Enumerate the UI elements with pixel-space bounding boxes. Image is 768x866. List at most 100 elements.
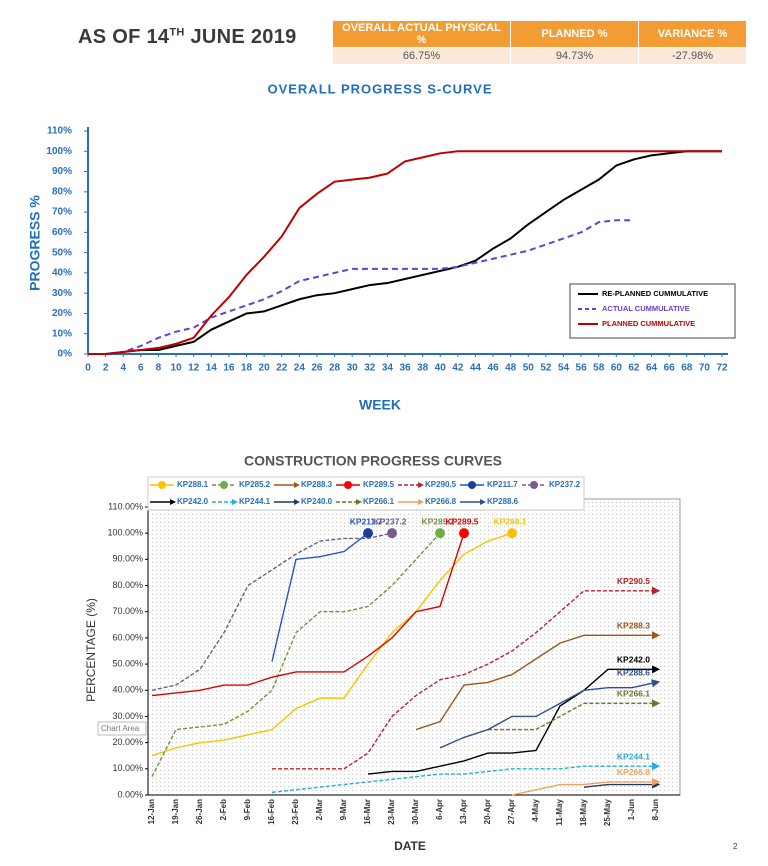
- series-line: [583, 780, 661, 789]
- x-tick-label: 36: [399, 363, 411, 374]
- legend-box: [147, 476, 585, 511]
- x-tick-label: 11-May: [555, 798, 564, 825]
- x-tick-label: 6-Apr: [435, 799, 444, 820]
- x-tick-label: 9-Feb: [243, 799, 252, 820]
- legend-marker: [468, 481, 476, 489]
- series-line: [271, 532, 369, 662]
- x-tick-label: 58: [593, 363, 605, 374]
- x-tick-label: 16: [223, 363, 235, 374]
- x-tick-label: 26-Jan: [195, 799, 204, 824]
- series-line: [511, 777, 661, 796]
- end-label: KP237.2: [373, 516, 406, 526]
- table-cell: 94.73%: [510, 47, 639, 65]
- y-tick-label: 50.00%: [112, 658, 143, 668]
- x-tick-label: 44: [470, 363, 482, 374]
- x-tick-label: 72: [716, 363, 728, 374]
- legend-label: KP285.2: [239, 480, 271, 489]
- y-tick-label: 40.00%: [112, 685, 143, 695]
- y-axis-label: PERCENTAGE (%): [84, 598, 98, 702]
- legend-marker: [294, 499, 300, 505]
- y-tick-label: 80%: [52, 186, 72, 197]
- x-tick-label: 26: [311, 363, 323, 374]
- x-tick-label: 2-Feb: [219, 799, 228, 820]
- legend-marker: [356, 499, 362, 505]
- legend-label: KP290.5: [425, 480, 457, 489]
- x-tick-label: 4: [120, 363, 126, 374]
- legend-label: KP289.5: [363, 480, 395, 489]
- series-line: [367, 665, 661, 775]
- y-tick-label: 40%: [52, 268, 72, 279]
- x-tick-label: 48: [505, 363, 517, 374]
- y-tick-label: 90.00%: [112, 554, 143, 564]
- x-tick-label: 10: [170, 363, 182, 374]
- x-tick-label: 18: [241, 363, 253, 374]
- legend-marker: [232, 499, 238, 505]
- table-cell: 66.75%: [332, 47, 511, 65]
- series-line: [439, 679, 661, 749]
- x-tick-label: 20: [259, 363, 271, 374]
- x-tick-label: 9-Mar: [339, 799, 348, 820]
- legend-marker: [418, 482, 424, 488]
- y-tick-label: 10%: [52, 328, 72, 339]
- end-label: KP288.1: [493, 516, 526, 526]
- table-cell: -27.98%: [638, 47, 747, 65]
- end-marker: [435, 528, 445, 539]
- legend-marker: [418, 499, 424, 505]
- end-label: KP288.3: [617, 621, 650, 631]
- legend-label: KP288.3: [301, 480, 333, 489]
- x-tick-label: 30-Mar: [411, 799, 420, 825]
- x-tick-label: 12: [188, 363, 200, 374]
- date-suffix: JUNE 2019: [190, 26, 297, 48]
- x-tick-label: 14: [206, 363, 218, 374]
- series-line: [88, 219, 634, 355]
- y-tick-label: 90%: [52, 166, 72, 177]
- x-tick-label: 46: [487, 363, 499, 374]
- y-tick-label: 60.00%: [112, 632, 143, 642]
- x-tick-label: 16-Feb: [267, 799, 276, 825]
- series-line: [415, 631, 661, 731]
- end-label: KP242.0: [617, 655, 650, 665]
- y-tick-label: 110.00%: [108, 501, 143, 511]
- legend-marker: [480, 499, 486, 505]
- s-curve-chart: OVERALL PROGRESS S-CURVE PROGRESS % WEEK 0%…: [27, 81, 736, 413]
- series-line: [151, 532, 441, 777]
- y-tick-label: 50%: [52, 247, 72, 258]
- x-tick-label: 27-Apr: [507, 799, 516, 824]
- x-tick-label: 30: [347, 363, 359, 374]
- legend-label: KP242.0: [177, 497, 209, 506]
- y-tick-label: 60%: [52, 227, 72, 238]
- chart-title: CONSTRUCTION PROGRESS CURVES: [244, 453, 502, 469]
- y-tick-label: 0%: [58, 349, 73, 360]
- x-tick-label: 52: [540, 363, 552, 374]
- x-tick-label: 2: [103, 363, 109, 374]
- tooltip-box: [97, 721, 147, 736]
- legend-marker: [530, 481, 538, 489]
- series-line: [488, 699, 661, 731]
- x-tick-label: 68: [681, 363, 693, 374]
- x-tick-label: 50: [523, 363, 535, 374]
- x-tick-label: 56: [576, 363, 588, 374]
- x-tick-label: 70: [699, 363, 711, 374]
- end-label: KP211.7: [350, 516, 383, 526]
- series-line: [272, 586, 661, 770]
- y-tick-label: 70.00%: [112, 606, 143, 616]
- legend-marker: [170, 499, 176, 505]
- end-label: KP266.8: [617, 767, 650, 777]
- series-line: [151, 532, 465, 697]
- legend-label: KP237.2: [549, 480, 581, 489]
- end-label: KP290.5: [617, 576, 650, 586]
- x-axis-label: DATE: [394, 839, 426, 853]
- legend-label: KP266.8: [425, 497, 457, 506]
- legend-label: KP211.7: [487, 480, 518, 489]
- x-tick-label: 13-Apr: [459, 799, 468, 824]
- legend-label: PLANNED CUMMULATIVE: [602, 319, 695, 328]
- legend-label: KP244.1: [239, 497, 271, 506]
- x-tick-label: 28: [329, 363, 341, 374]
- legend-label: ACTUAL CUMMULATIVE: [602, 304, 690, 313]
- x-tick-label: 0: [85, 363, 91, 374]
- y-axis-label: PROGRESS %: [27, 195, 43, 291]
- x-tick-label: 34: [382, 363, 394, 374]
- table-header: VARIANCE %: [638, 20, 747, 48]
- series-line: [88, 150, 722, 355]
- x-tick-label: 1-Jun: [627, 799, 636, 820]
